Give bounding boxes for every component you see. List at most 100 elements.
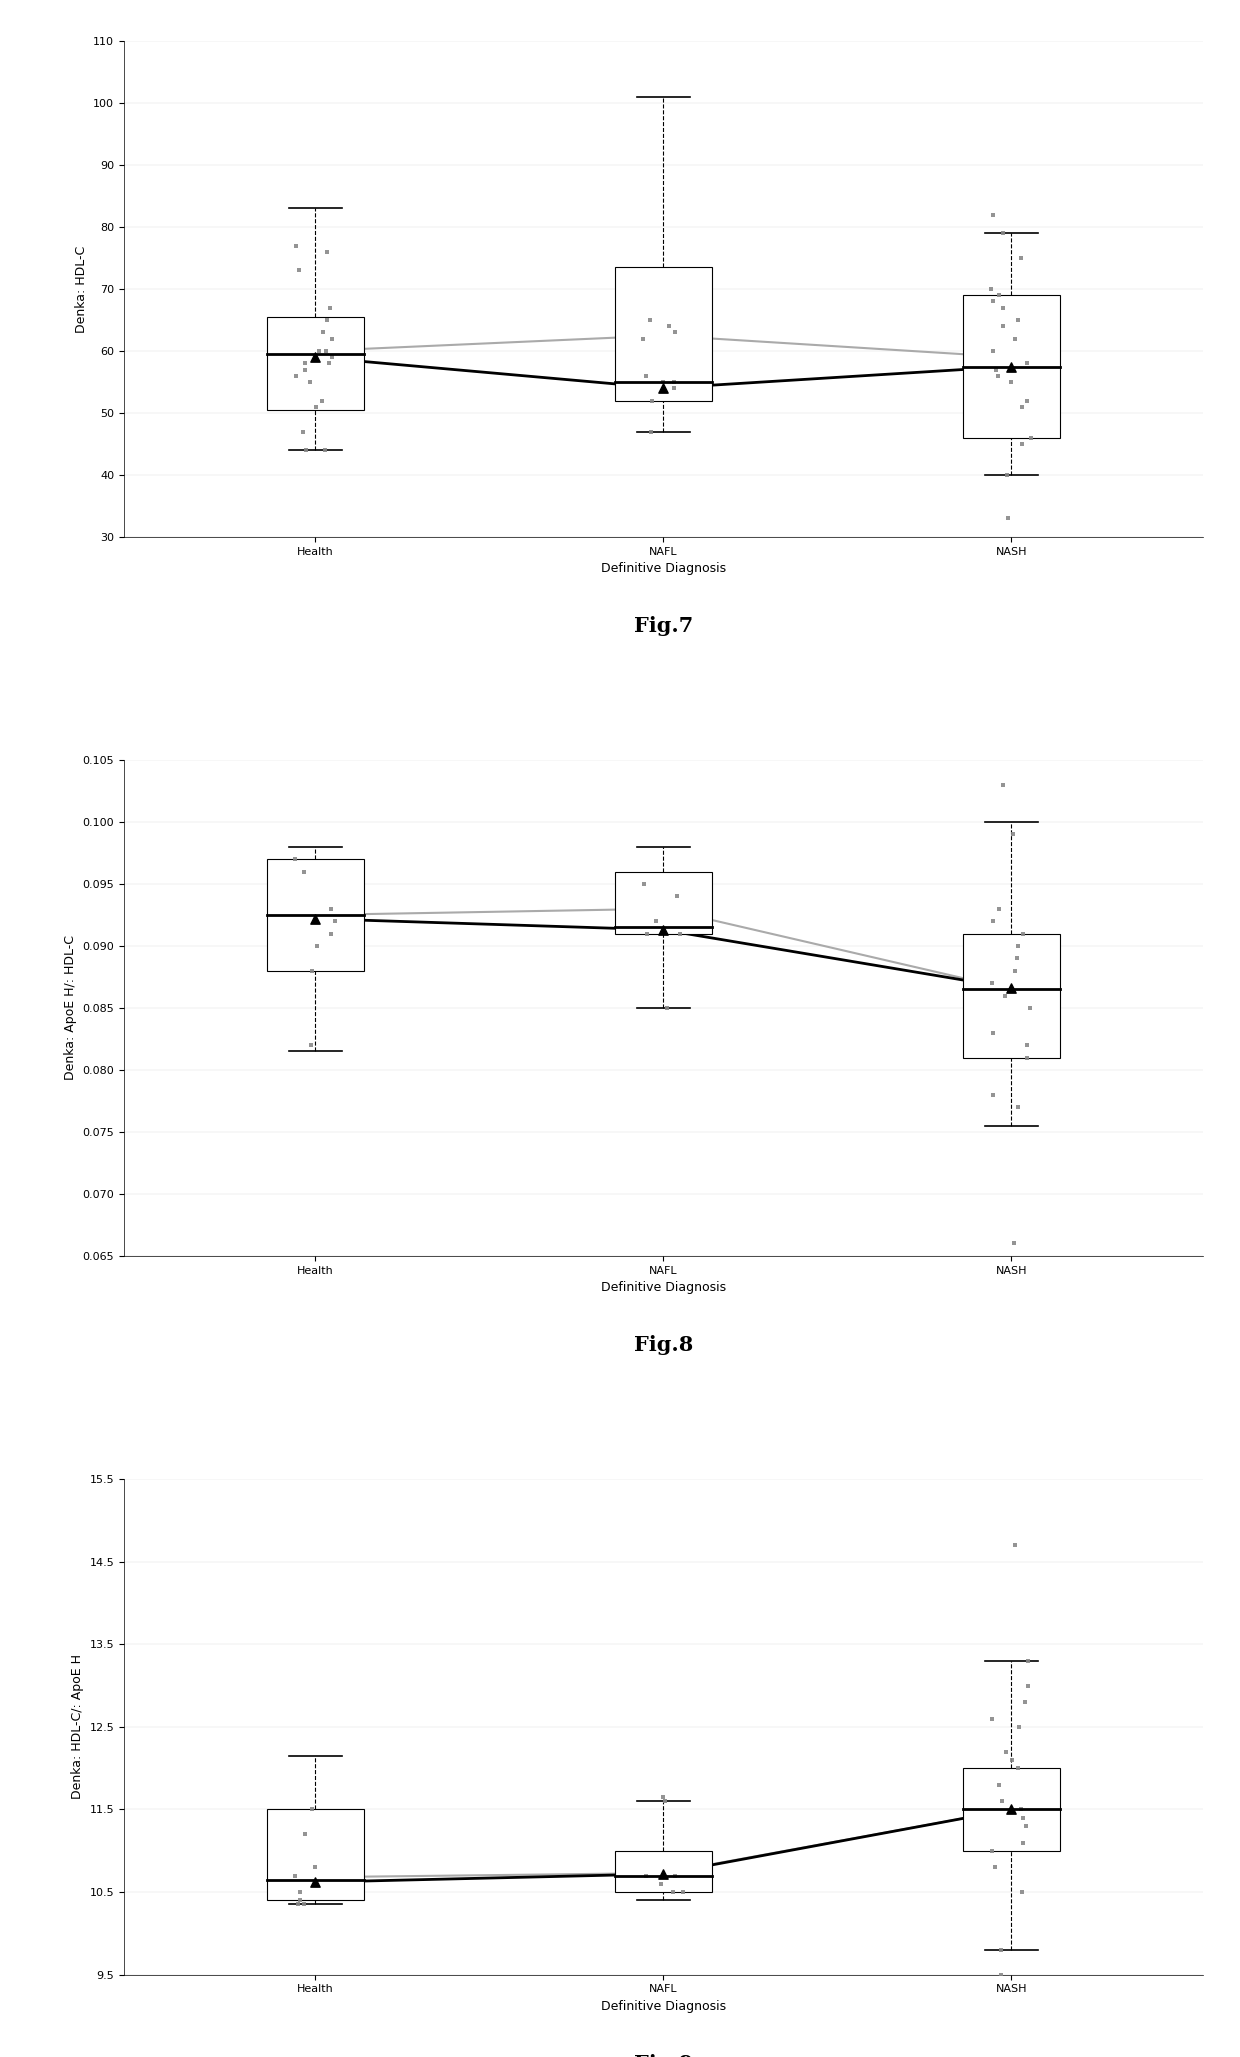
Point [1011,241,1030,274]
Point [321,917,341,950]
Point [993,311,1013,344]
Point [997,459,1017,492]
Point [1021,991,1040,1024]
Point [988,1769,1008,1802]
Bar [267,860,365,971]
Point [309,335,329,368]
Bar [267,1810,365,1901]
Point [665,372,684,405]
Point [982,197,1002,230]
Point [1012,1876,1032,1909]
Bar [615,267,712,401]
Point [1004,323,1024,356]
Point [312,385,332,418]
Point [660,311,680,344]
Point [673,1876,693,1909]
Point [306,930,326,963]
Point [290,1884,310,1917]
Point [1016,1810,1035,1843]
Point [1009,1709,1029,1742]
Point [1002,350,1022,383]
Point [1017,1041,1037,1074]
Y-axis label: Denka: HDL-C/: ApoE H: Denka: HDL-C/: ApoE H [71,1654,84,1800]
Point [1017,385,1037,418]
Point [289,253,309,286]
Bar [962,296,1060,438]
Point [305,903,325,936]
Point [993,216,1013,249]
Point [294,856,314,889]
Point [1021,422,1040,455]
Point [653,1857,673,1890]
Point [635,868,655,901]
Point [1008,930,1028,963]
Point [1017,1028,1037,1061]
Point [1018,1644,1038,1676]
Text: Fig.9: Fig.9 [634,2055,693,2057]
Point [1013,1827,1033,1860]
Point [637,917,657,950]
Point [314,317,334,350]
Point [1002,366,1022,399]
Point [293,416,312,448]
Point [300,366,320,399]
Point [315,434,335,467]
Point [325,905,345,938]
Point [665,317,684,350]
Point [305,341,325,374]
Point [665,1860,684,1892]
Point [667,880,687,913]
Point [640,304,660,337]
Point [982,1835,1002,1868]
Point [295,348,315,381]
Point [317,304,337,337]
Point [983,335,1003,368]
Point [321,893,341,926]
Point [285,843,305,876]
Point [983,905,1003,938]
X-axis label: Definitive Diagnosis: Definitive Diagnosis [601,562,725,576]
Point [982,274,1002,306]
X-axis label: Definitive Diagnosis: Definitive Diagnosis [601,1999,725,2014]
Point [993,292,1013,325]
Bar [962,1769,1060,1851]
Point [320,292,340,325]
Point [991,1958,1011,1991]
Point [663,1876,683,1909]
Point [657,991,677,1024]
Point [991,1934,1011,1966]
Bar [962,934,1060,1057]
Point [983,1078,1003,1111]
Point [655,1785,675,1818]
Point [295,354,315,387]
Point [294,1888,314,1921]
Point [996,979,1016,1012]
Point [983,286,1003,319]
Point [319,348,339,381]
Point [983,1016,1003,1049]
Point [322,323,342,356]
Point [993,769,1013,802]
Point [636,1860,656,1892]
Point [653,913,673,946]
Point [288,1888,308,1921]
Point [305,1868,325,1901]
Point [636,360,656,393]
Point [1012,428,1032,461]
Point [982,967,1002,1000]
Point [285,1860,305,1892]
Point [1002,1744,1022,1777]
Point [1014,1685,1034,1718]
Point [986,354,1006,387]
Point [1008,304,1028,337]
Point [306,391,326,424]
Point [1012,391,1032,424]
Y-axis label: Denka: ApoE H/: HDL-C: Denka: ApoE H/: HDL-C [64,936,77,1080]
Point [1018,1668,1038,1701]
Point [990,280,1009,313]
Bar [615,1851,712,1892]
Point [303,954,322,987]
Point [305,1866,325,1899]
Y-axis label: Denka: HDL-C: Denka: HDL-C [74,245,88,333]
Point [1003,1226,1023,1259]
